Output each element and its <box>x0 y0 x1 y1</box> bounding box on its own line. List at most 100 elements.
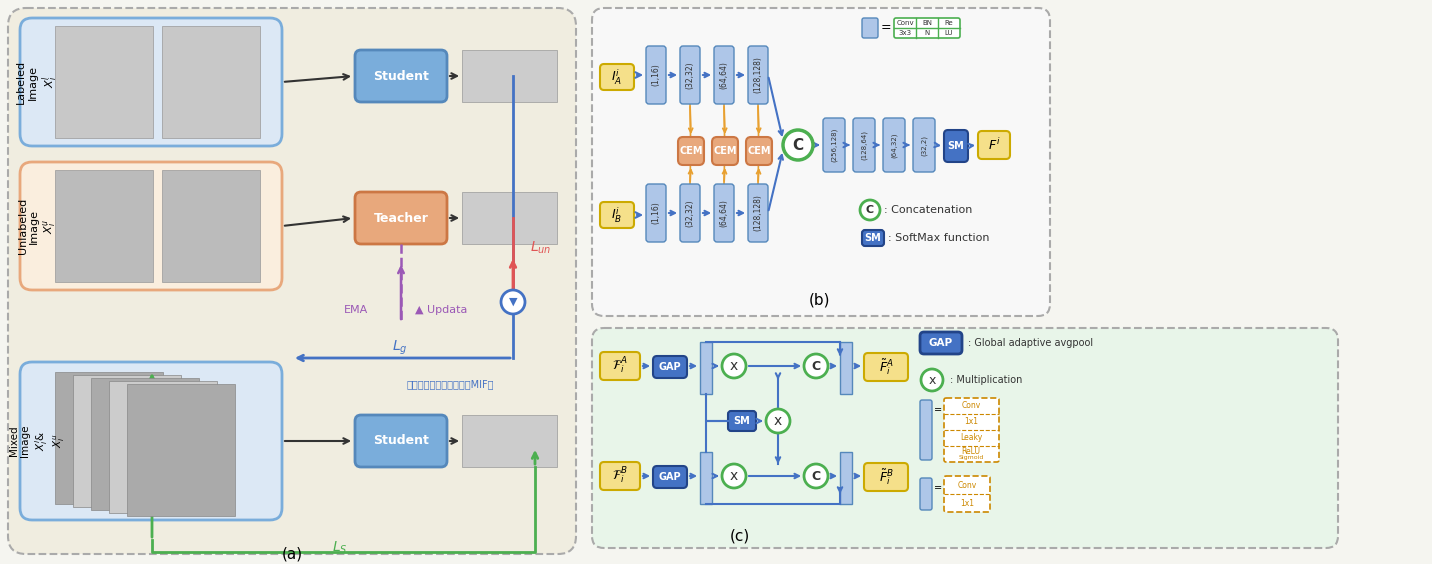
Text: (32,32): (32,32) <box>686 61 695 89</box>
FancyBboxPatch shape <box>944 476 990 512</box>
FancyBboxPatch shape <box>715 46 735 104</box>
Text: EMA: EMA <box>344 305 368 315</box>
Text: 3x3: 3x3 <box>898 30 912 36</box>
Text: Labeled
Image
$X_i^l$: Labeled Image $X_i^l$ <box>16 60 60 104</box>
FancyBboxPatch shape <box>919 478 932 510</box>
Bar <box>463 415 557 467</box>
Text: $I_A^i$: $I_A^i$ <box>611 67 623 87</box>
FancyBboxPatch shape <box>919 332 962 354</box>
Bar <box>109 381 218 513</box>
Bar <box>463 192 557 244</box>
FancyBboxPatch shape <box>712 137 737 165</box>
Text: Conv: Conv <box>896 20 914 26</box>
Bar <box>162 26 261 138</box>
Bar <box>162 170 261 282</box>
Text: : SoftMax function: : SoftMax function <box>888 233 990 243</box>
Text: $I_B^i$: $I_B^i$ <box>611 205 623 224</box>
Text: $F^i$: $F^i$ <box>988 137 1000 153</box>
Bar <box>127 384 235 516</box>
FancyBboxPatch shape <box>863 353 908 381</box>
Text: (64,64): (64,64) <box>719 199 729 227</box>
Text: : Global adaptive avgpool: : Global adaptive avgpool <box>968 338 1093 348</box>
FancyBboxPatch shape <box>748 184 768 242</box>
Bar <box>700 452 712 504</box>
Text: (1,16): (1,16) <box>652 64 660 86</box>
Text: (1,16): (1,16) <box>652 201 660 224</box>
Text: Teacher: Teacher <box>374 212 428 224</box>
Text: (128,128): (128,128) <box>753 56 762 94</box>
Text: Unlabeled
Image
$X_i^u$: Unlabeled Image $X_i^u$ <box>17 198 59 254</box>
Text: (128,64): (128,64) <box>861 130 868 160</box>
FancyBboxPatch shape <box>748 46 768 104</box>
FancyBboxPatch shape <box>9 8 576 554</box>
Bar <box>54 26 153 138</box>
Text: =: = <box>881 21 891 34</box>
Bar <box>73 375 180 507</box>
Text: (32,2): (32,2) <box>921 134 928 156</box>
Text: SM: SM <box>948 141 964 151</box>
Text: 这里的蓝色箭头应该指向MIF图: 这里的蓝色箭头应该指向MIF图 <box>407 379 494 389</box>
Text: C: C <box>812 469 821 482</box>
Text: Mixed
Image
$X_i^l$&
$X_i^u$: Mixed Image $X_i^l$& $X_i^u$ <box>9 425 67 457</box>
FancyBboxPatch shape <box>727 411 756 431</box>
Text: C: C <box>792 138 803 152</box>
Text: (c): (c) <box>730 528 750 544</box>
Circle shape <box>722 464 746 488</box>
FancyBboxPatch shape <box>20 18 282 146</box>
Text: (a): (a) <box>282 547 302 562</box>
FancyBboxPatch shape <box>944 130 968 162</box>
FancyBboxPatch shape <box>600 64 634 90</box>
Text: $L_S$: $L_S$ <box>332 540 348 556</box>
FancyBboxPatch shape <box>862 18 878 38</box>
FancyBboxPatch shape <box>355 415 447 467</box>
Text: 1x1: 1x1 <box>964 417 978 426</box>
FancyBboxPatch shape <box>600 352 640 380</box>
Text: 1x1: 1x1 <box>959 499 974 508</box>
FancyBboxPatch shape <box>978 131 1010 159</box>
FancyBboxPatch shape <box>591 8 1050 316</box>
FancyBboxPatch shape <box>944 398 1000 462</box>
Circle shape <box>803 464 828 488</box>
Text: $L_{un}$: $L_{un}$ <box>530 240 551 256</box>
Text: $\tilde{F}_i^A$: $\tilde{F}_i^A$ <box>879 357 894 377</box>
FancyBboxPatch shape <box>600 462 640 490</box>
Text: Student: Student <box>374 69 430 82</box>
FancyBboxPatch shape <box>680 46 700 104</box>
FancyBboxPatch shape <box>914 118 935 172</box>
Text: : Multiplication: : Multiplication <box>949 375 1022 385</box>
Text: SM: SM <box>733 416 750 426</box>
Bar <box>54 372 163 504</box>
Text: : Concatenation: : Concatenation <box>884 205 972 215</box>
Text: BN: BN <box>922 20 932 26</box>
FancyBboxPatch shape <box>853 118 875 172</box>
Text: Conv: Conv <box>958 481 977 490</box>
Text: Student: Student <box>374 434 430 447</box>
Bar <box>54 170 153 282</box>
Text: x: x <box>730 469 737 483</box>
Text: N: N <box>925 30 929 36</box>
Circle shape <box>803 354 828 378</box>
Text: CEM: CEM <box>713 146 736 156</box>
Bar <box>700 342 712 394</box>
Text: SM: SM <box>865 233 881 243</box>
Circle shape <box>783 130 813 160</box>
FancyBboxPatch shape <box>862 230 884 246</box>
Text: =: = <box>934 405 942 415</box>
Text: GAP: GAP <box>659 362 682 372</box>
Circle shape <box>501 290 526 314</box>
Text: (256,128): (256,128) <box>831 128 838 162</box>
FancyBboxPatch shape <box>884 118 905 172</box>
Text: C: C <box>812 359 821 372</box>
FancyBboxPatch shape <box>646 46 666 104</box>
FancyBboxPatch shape <box>646 184 666 242</box>
FancyBboxPatch shape <box>591 328 1337 548</box>
Text: x: x <box>730 359 737 373</box>
Text: ▲ Updata: ▲ Updata <box>415 305 467 315</box>
FancyBboxPatch shape <box>715 184 735 242</box>
FancyBboxPatch shape <box>823 118 845 172</box>
Text: Sigmoid: Sigmoid <box>958 456 984 460</box>
Text: LU: LU <box>945 30 954 36</box>
FancyBboxPatch shape <box>20 162 282 290</box>
Bar <box>841 342 852 394</box>
Circle shape <box>921 369 944 391</box>
